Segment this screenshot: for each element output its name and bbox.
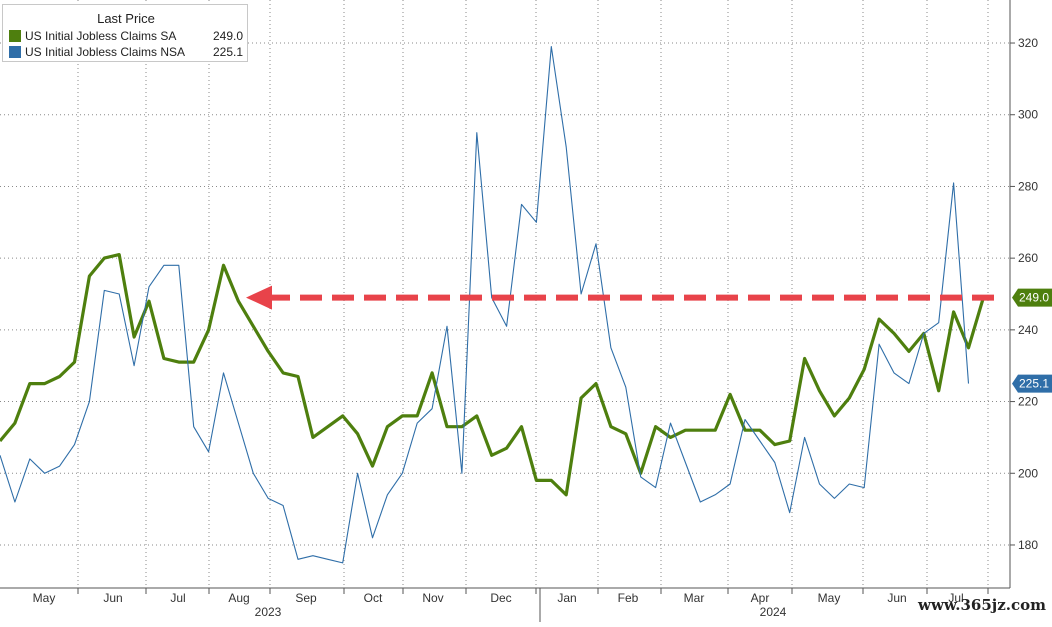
grid-layer (0, 0, 1010, 588)
series-line-sa (0, 253, 985, 497)
x-month-label: Apr (751, 591, 770, 605)
legend-label-nsa: US Initial Jobless Claims NSA (25, 45, 186, 59)
legend-swatch-sa (9, 30, 21, 42)
last-value-tag-text: 249.0 (1019, 291, 1049, 305)
x-month-label: Nov (422, 591, 443, 605)
last-value-tag-bg (1012, 374, 1052, 393)
y-tick-label: 180 (1018, 538, 1038, 552)
legend-swatch-nsa (9, 46, 21, 58)
x-month-label: Aug (228, 591, 249, 605)
axis-layer (0, 0, 1015, 622)
label-layer: 180 200 220 240 260 280 300 320 May Jun Jul Aug Sep O… (33, 36, 1052, 619)
legend-label-sa: US Initial Jobless Claims SA (25, 29, 177, 43)
y-tick-label: 200 (1018, 466, 1038, 480)
legend-entry-sa: US Initial Jobless Claims SA 249.0 (9, 29, 243, 43)
y-tick-label: 280 (1018, 179, 1038, 193)
x-month-label: Dec (490, 591, 511, 605)
legend: Last Price US Initial Jobless Claims SA … (2, 4, 248, 62)
x-month-label: Feb (618, 591, 639, 605)
last-value-tag-sa: 249.0 (1012, 288, 1052, 307)
x-month-label: Mar (684, 591, 705, 605)
x-month-label: Jul (948, 591, 963, 605)
x-month-label: Jun (103, 591, 122, 605)
series-line-nsa (0, 46, 970, 564)
last-value-tag-bg (1012, 288, 1052, 307)
watermark: www.365jz.com (918, 596, 1046, 614)
legend-value-nsa: 225.1 (213, 45, 244, 59)
y-tick-label: 300 (1018, 108, 1038, 122)
y-tick-label: 220 (1018, 395, 1038, 409)
series-layer (0, 46, 985, 564)
last-value-tag-nsa: 225.1 (1012, 374, 1052, 393)
y-tick-label: 240 (1018, 323, 1038, 337)
x-month-label: Jan (557, 591, 576, 605)
x-year-label: 2023 (255, 605, 282, 619)
x-month-label: Jun (887, 591, 906, 605)
legend-entry-nsa: US Initial Jobless Claims NSA 225.1 (9, 45, 243, 59)
x-month-label: Oct (364, 591, 383, 605)
x-month-label: Jul (170, 591, 185, 605)
y-tick-label: 320 (1018, 36, 1038, 50)
x-month-label: May (818, 591, 841, 605)
legend-title: Last Price (97, 11, 155, 26)
y-tick-label: 260 (1018, 251, 1038, 265)
x-month-label: Sep (295, 591, 317, 605)
last-value-tag-text: 225.1 (1019, 377, 1049, 391)
x-year-label: 2024 (760, 605, 787, 619)
legend-value-sa: 249.0 (213, 29, 244, 43)
x-month-label: May (33, 591, 56, 605)
annotation-layer (246, 285, 1000, 310)
annotation-arrowhead (246, 285, 272, 310)
